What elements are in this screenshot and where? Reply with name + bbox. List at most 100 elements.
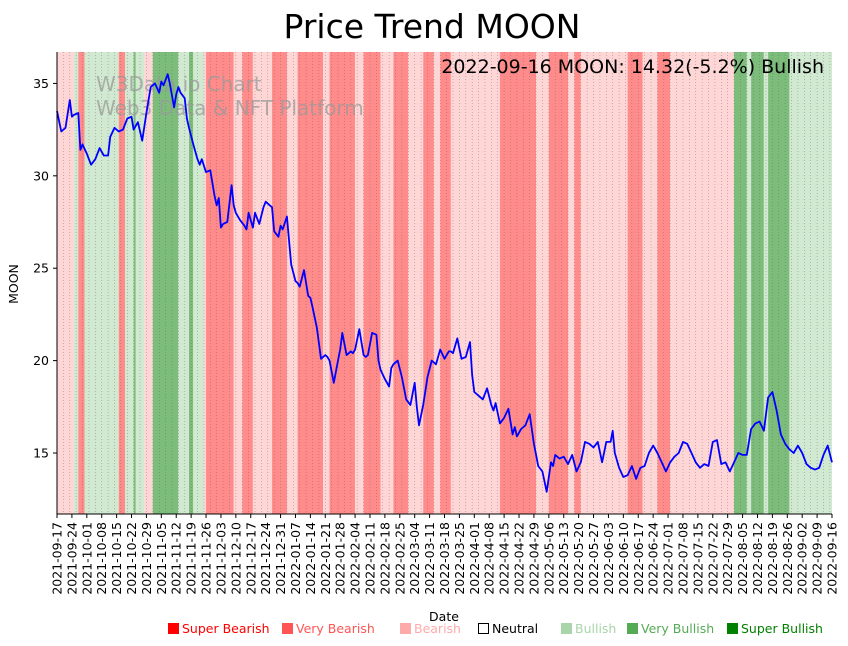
x-tick-label: 2022-03-25 — [452, 522, 467, 595]
x-tick-label: 2022-02-25 — [392, 522, 407, 595]
x-tick-label: 2022-07-08 — [675, 522, 690, 595]
x-tick-label: 2022-03-11 — [422, 522, 437, 595]
y-tick-label: 25 — [33, 261, 49, 276]
legend-swatch — [400, 623, 411, 634]
x-tick-label: 2021-09-17 — [50, 522, 65, 595]
x-tick-label: 2022-09-16 — [825, 522, 840, 595]
sentiment-band — [206, 52, 234, 514]
legend-swatch — [561, 623, 572, 634]
x-tick-label: 2022-09-09 — [810, 522, 825, 595]
y-axis-label: MOON — [6, 264, 21, 304]
x-tick-label: 2021-12-24 — [258, 522, 273, 595]
x-tick-label: 2022-02-18 — [377, 522, 392, 595]
sentiment-band — [144, 52, 153, 514]
x-tick-label: 2022-08-12 — [750, 522, 765, 595]
y-tick-label: 20 — [33, 353, 49, 368]
y-tick-label: 15 — [33, 446, 49, 461]
vertical-gridlines — [63, 52, 831, 514]
x-tick-label: 2022-08-05 — [735, 522, 750, 595]
watermark-line-2: Web3 Data & NFT Platform — [96, 96, 364, 120]
sentiment-bands — [57, 52, 832, 514]
x-tick-label: 2022-08-19 — [765, 522, 780, 595]
x-axis-ticks: 2021-09-17 2021-09-24 2021-10-01 2021-10-08… — [50, 514, 840, 595]
x-tick-label: 2022-01-07 — [288, 522, 303, 595]
sentiment-band — [118, 52, 126, 514]
legend: Super Bearish Very Bearish Bearish Neutral B… — [168, 621, 823, 636]
sentiment-band — [746, 52, 752, 514]
sentiment-band — [329, 52, 356, 514]
x-tick-label: 2022-01-21 — [318, 522, 333, 595]
sentiment-band — [642, 52, 658, 514]
sentiment-band — [133, 52, 136, 514]
x-tick-label: 2021-10-08 — [94, 522, 109, 595]
sentiment-band — [323, 52, 330, 514]
x-tick-label: 2022-01-28 — [333, 522, 348, 595]
x-tick-label: 2022-06-17 — [631, 522, 646, 595]
x-tick-label: 2022-04-01 — [467, 522, 482, 595]
legend-swatch — [168, 623, 179, 634]
watermark: W3Data.io Chart Web3 Data & NFT Platform — [96, 72, 364, 120]
legend-label: Neutral — [492, 621, 538, 636]
x-tick-label: 2022-03-18 — [437, 522, 452, 595]
price-line — [56, 73, 833, 493]
sentiment-band — [57, 52, 75, 514]
x-tick-label: 2021-12-31 — [273, 522, 288, 595]
x-tick-label: 2022-06-24 — [646, 522, 661, 595]
legend-swatch — [282, 623, 293, 634]
latest-price-annotation: 2022-09-16 MOON: 14.32(-5.2%) Bullish — [441, 56, 824, 78]
legend-label: Bearish — [414, 621, 461, 636]
x-tick-label: 2022-05-20 — [571, 522, 586, 595]
sentiment-band — [363, 52, 381, 514]
legend-label: Super Bullish — [741, 621, 823, 636]
legend-swatch — [727, 623, 738, 634]
x-tick-label: 2021-10-15 — [109, 522, 124, 595]
x-tick-label: 2022-04-08 — [482, 522, 497, 595]
sentiment-band — [178, 52, 190, 514]
x-tick-label: 2021-10-01 — [79, 522, 94, 595]
x-tick-label: 2021-09-24 — [64, 522, 79, 595]
sentiment-band — [751, 52, 764, 514]
sentiment-band — [393, 52, 409, 514]
legend-item: Super Bullish — [727, 621, 823, 636]
legend-item: Very Bearish — [282, 621, 375, 636]
sentiment-band — [580, 52, 628, 514]
x-tick-label: 2021-10-29 — [139, 522, 154, 595]
sentiment-band — [193, 52, 204, 514]
y-tick-label: 35 — [33, 76, 49, 91]
legend-label: Very Bullish — [641, 621, 714, 636]
sentiment-band — [233, 52, 243, 514]
x-tick-label: 2022-04-22 — [512, 522, 527, 595]
legend-item: Bullish — [561, 621, 616, 636]
y-axis-ticks: 15 20 25 30 35 — [33, 76, 57, 461]
sentiment-band — [567, 52, 575, 514]
x-tick-label: 2021-11-12 — [169, 522, 184, 595]
legend-label: Bullish — [575, 621, 616, 636]
sentiment-band — [380, 52, 394, 514]
sentiment-band — [78, 52, 85, 514]
sentiment-band — [272, 52, 287, 514]
watermark-line-1: W3Data.io Chart — [96, 72, 262, 96]
sentiment-band — [499, 52, 537, 514]
x-tick-label: 2022-03-04 — [407, 522, 422, 595]
x-tick-label: 2022-02-04 — [348, 522, 363, 595]
sentiment-band — [286, 52, 298, 514]
sentiment-band — [440, 52, 451, 514]
x-tick-label: 2022-08-26 — [780, 522, 795, 595]
sentiment-band — [242, 52, 253, 514]
x-tick-label: 2022-02-11 — [362, 522, 377, 595]
legend-item: Bearish — [400, 621, 461, 636]
x-tick-label: 2022-06-10 — [616, 522, 631, 595]
x-tick-label: 2021-11-19 — [184, 522, 199, 595]
legend-item: Very Bullish — [627, 621, 714, 636]
sentiment-band — [355, 52, 364, 514]
legend-swatch — [627, 623, 638, 634]
x-tick-label: 2022-07-01 — [661, 522, 676, 595]
x-tick-label: 2021-12-10 — [228, 522, 243, 595]
chart-title: Price Trend MOON — [284, 7, 581, 46]
x-tick-label: 2022-04-29 — [526, 522, 541, 595]
x-tick-label: 2022-01-14 — [303, 522, 318, 595]
x-tick-label: 2022-07-29 — [720, 522, 735, 595]
sentiment-band — [423, 52, 434, 514]
sentiment-band — [450, 52, 500, 514]
